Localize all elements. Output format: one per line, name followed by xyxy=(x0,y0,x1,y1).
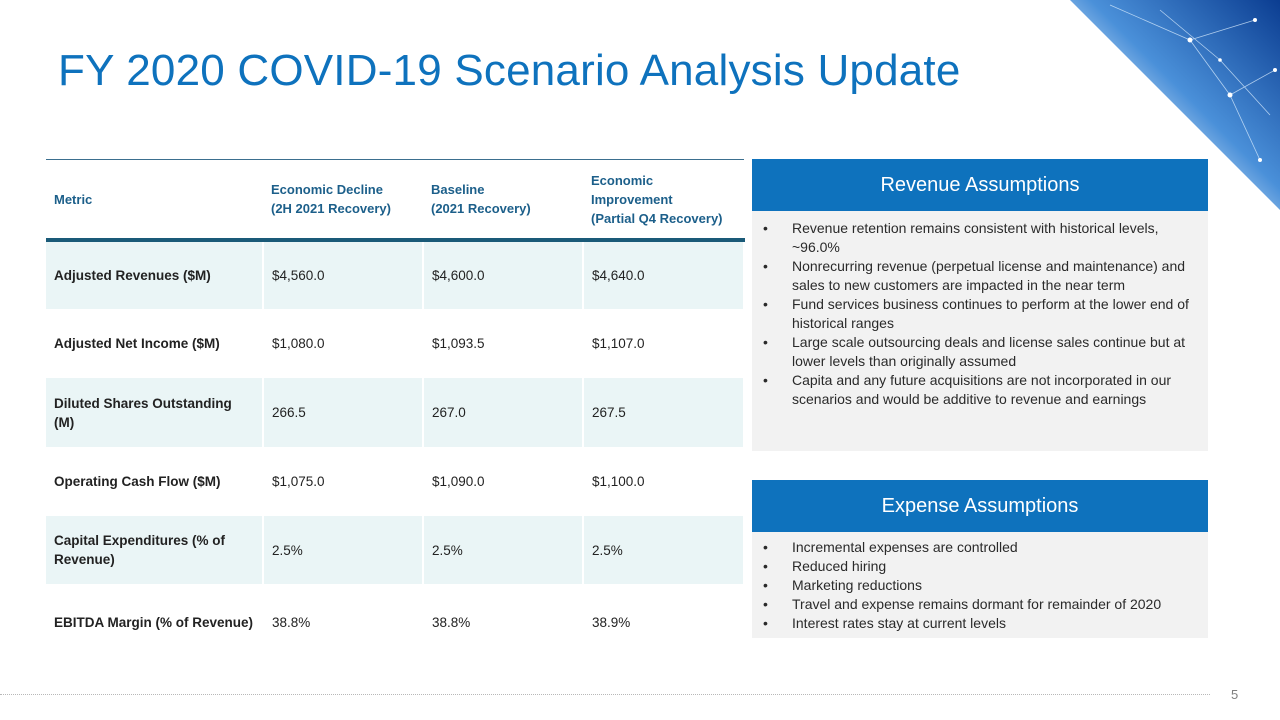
table-row: Adjusted Revenues ($M) $4,560.0 $4,600.0… xyxy=(46,240,745,309)
list-item: Incremental expenses are controlled xyxy=(763,538,1196,557)
list-item: Capita and any future acquisitions are n… xyxy=(763,371,1196,409)
list-item: Reduced hiring xyxy=(763,557,1196,576)
network-graphic xyxy=(1070,0,1280,210)
cell-value: 2.5% xyxy=(263,516,424,584)
revenue-assumptions-header: Revenue Assumptions xyxy=(752,159,1208,211)
footer-divider xyxy=(0,694,1210,695)
cell-value: $1,090.0 xyxy=(423,447,584,516)
cell-value: $1,100.0 xyxy=(583,447,745,516)
expense-assumptions-header: Expense Assumptions xyxy=(752,480,1208,532)
table-row: Capital Expenditures (% of Revenue) 2.5%… xyxy=(46,516,745,584)
metric-name: EBITDA Margin (% of Revenue) xyxy=(46,584,264,660)
list-item: Fund services business continues to perf… xyxy=(763,295,1196,333)
cell-value: 38.8% xyxy=(423,584,584,660)
cell-value: $4,560.0 xyxy=(263,240,424,309)
page-title: FY 2020 COVID-19 Scenario Analysis Updat… xyxy=(58,46,961,95)
column-header-economic-decline: Economic Decline (2H 2021 Recovery) xyxy=(263,159,423,242)
cell-value: $4,600.0 xyxy=(423,240,584,309)
list-item: Nonrecurring revenue (perpetual license … xyxy=(763,257,1196,295)
cell-value: $1,107.0 xyxy=(583,309,745,378)
cell-value: 2.5% xyxy=(423,516,584,584)
revenue-assumptions-panel: Revenue Assumptions Revenue retention re… xyxy=(752,159,1208,451)
table-row: Operating Cash Flow ($M) $1,075.0 $1,090… xyxy=(46,447,745,516)
cell-value: 38.8% xyxy=(263,584,424,660)
metric-name: Capital Expenditures (% of Revenue) xyxy=(46,516,264,584)
cell-value: 267.0 xyxy=(423,378,584,447)
column-header-baseline: Baseline (2021 Recovery) xyxy=(423,159,583,242)
page-number: 5 xyxy=(1231,687,1239,702)
list-item: Marketing reductions xyxy=(763,576,1196,595)
column-header-economic-improvement: Economic Improvement (Partial Q4 Recovery) xyxy=(583,159,744,242)
metric-name: Diluted Shares Outstanding (M) xyxy=(46,378,264,447)
metric-name: Adjusted Net Income ($M) xyxy=(46,309,264,378)
metric-name: Adjusted Revenues ($M) xyxy=(46,240,264,309)
scenario-table: Metric Economic Decline (2H 2021 Recovery… xyxy=(46,159,745,660)
expense-assumptions-list: Incremental expenses are controlled Redu… xyxy=(752,532,1208,641)
table-row: EBITDA Margin (% of Revenue) 38.8% 38.8%… xyxy=(46,584,745,660)
cell-value: 266.5 xyxy=(263,378,424,447)
cell-value: $1,093.5 xyxy=(423,309,584,378)
table-row: Diluted Shares Outstanding (M) 266.5 267… xyxy=(46,378,745,447)
cell-value: 267.5 xyxy=(583,378,745,447)
cell-value: 38.9% xyxy=(583,584,745,660)
list-item: Travel and expense remains dormant for r… xyxy=(763,595,1196,614)
expense-assumptions-panel: Expense Assumptions Incremental expenses… xyxy=(752,480,1208,638)
cell-value: $4,640.0 xyxy=(583,240,745,309)
list-item: Interest rates stay at current levels xyxy=(763,614,1196,633)
revenue-assumptions-list: Revenue retention remains consistent wit… xyxy=(752,211,1208,417)
metric-name: Operating Cash Flow ($M) xyxy=(46,447,264,516)
table-row: Adjusted Net Income ($M) $1,080.0 $1,093… xyxy=(46,309,745,378)
cell-value: $1,080.0 xyxy=(263,309,424,378)
cell-value: 2.5% xyxy=(583,516,745,584)
list-item: Large scale outsourcing deals and licens… xyxy=(763,333,1196,371)
column-header-metric: Metric xyxy=(46,159,263,242)
cell-value: $1,075.0 xyxy=(263,447,424,516)
list-item: Revenue retention remains consistent wit… xyxy=(763,219,1196,257)
